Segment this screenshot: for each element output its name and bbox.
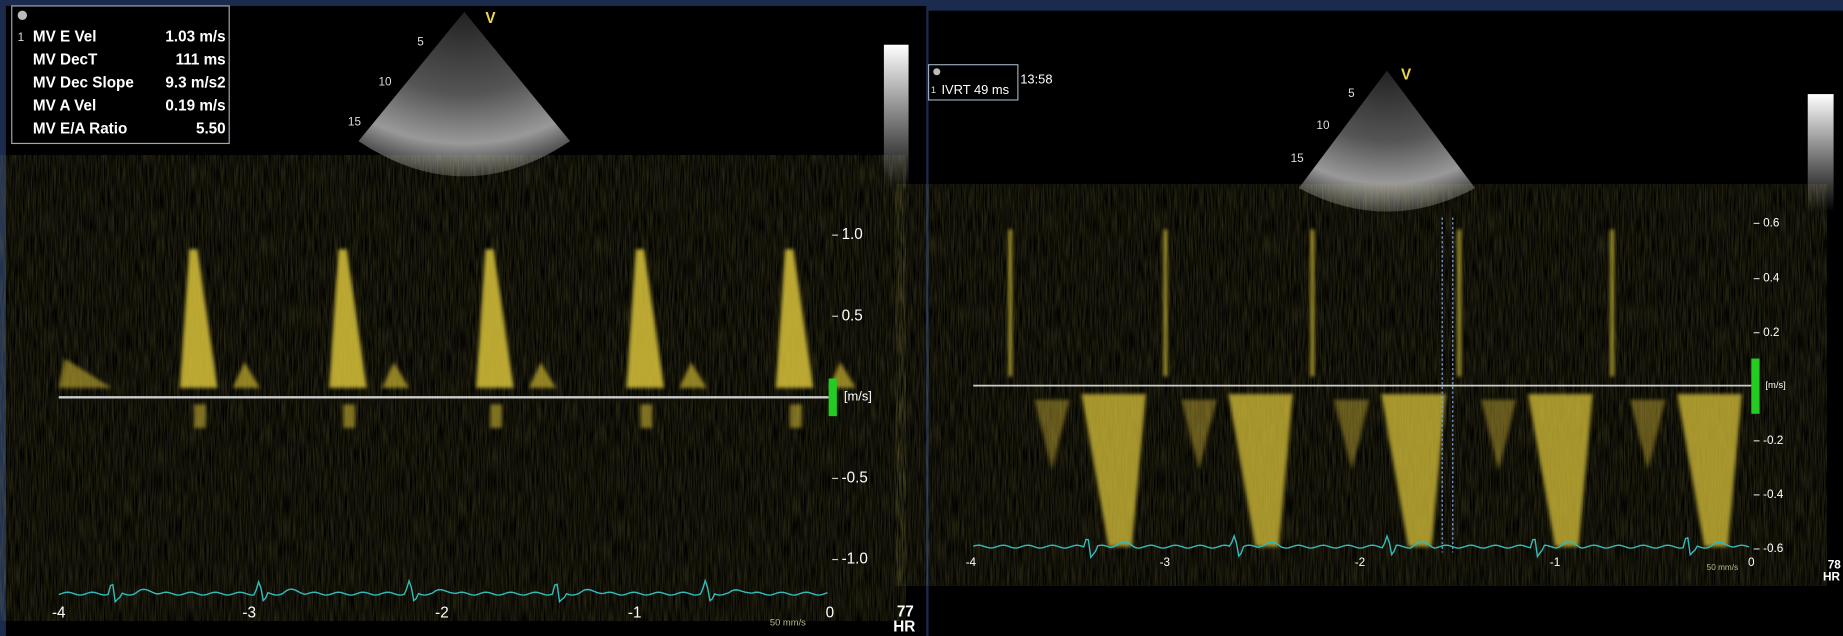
sector-marker: V xyxy=(1401,66,1412,83)
page: {"left":{"measurement_index":"1","measur… xyxy=(0,0,1843,636)
x-tick-label: -4 xyxy=(966,556,977,569)
hr-label: HR xyxy=(893,619,915,636)
measurement-value: 9.3 m/s2 xyxy=(165,75,225,92)
y-tick-label: -0.5 xyxy=(842,469,868,486)
spike xyxy=(1164,229,1168,376)
measurement-value: 5.50 xyxy=(196,120,226,137)
valve-click xyxy=(343,404,355,428)
x-tick-label: -1 xyxy=(1550,556,1560,569)
x-tick-label: -3 xyxy=(1160,556,1171,569)
measurement-label: MV Dec Slope xyxy=(33,75,134,92)
measurement-value: 111 ms xyxy=(176,52,226,69)
depth-label: 5 xyxy=(417,35,424,48)
depth-label: 15 xyxy=(348,115,362,128)
measurement-index: 1 xyxy=(931,84,936,95)
y-tick-label: 0.6 xyxy=(1763,216,1780,229)
spike xyxy=(1457,229,1461,376)
measurement-value: 0.19 m/s xyxy=(165,97,225,114)
x-tick-label: 0 xyxy=(1748,556,1755,569)
measurement-index: 1 xyxy=(18,31,25,44)
clock: 13:58 xyxy=(1020,71,1052,86)
icon xyxy=(933,68,940,75)
spike xyxy=(1610,229,1614,376)
icon xyxy=(18,11,27,20)
sweep-speed: 50 mm/s xyxy=(1707,563,1739,572)
valve-click xyxy=(790,404,802,428)
measurement-label: MV A Vel xyxy=(33,97,96,114)
x-tick-label: -3 xyxy=(242,605,256,622)
screen: 1 MV E Vel 1.03 m/s MV DecT 111 ms MV Dec Sl… xyxy=(0,0,1843,636)
measurement-label: MV E Vel xyxy=(33,29,97,46)
baseline-marker xyxy=(829,379,837,417)
depth-label: 15 xyxy=(1291,152,1305,165)
y-tick-label: 0.2 xyxy=(1763,326,1779,339)
measurement-label: MV E/A Ratio xyxy=(33,120,127,137)
y-tick-label: -1.0 xyxy=(842,551,868,568)
x-tick-label: 0 xyxy=(826,605,835,622)
depth-label: 10 xyxy=(1316,119,1330,132)
y-tick-label: 1.0 xyxy=(842,226,863,243)
x-tick-label: -2 xyxy=(435,605,449,622)
sector-marker: V xyxy=(485,10,496,27)
y-tick-label: -0.6 xyxy=(1763,542,1784,555)
y-tick-label: -0.2 xyxy=(1763,434,1783,447)
sweep-speed: 50 mm/s xyxy=(770,616,806,627)
measurement-label: MV DecT xyxy=(33,52,98,69)
unit-label: [m/s] xyxy=(1765,379,1785,390)
gray-bar xyxy=(1808,94,1834,212)
y-tick-label: 0.4 xyxy=(1763,272,1780,285)
depth-label: 10 xyxy=(378,75,392,88)
spectrum-noise xyxy=(59,194,829,582)
unit-label: [m/s] xyxy=(844,389,872,404)
x-tick-label: -1 xyxy=(628,605,642,622)
spike xyxy=(1311,229,1315,376)
gray-bar xyxy=(884,45,909,191)
hr-label: HR xyxy=(1823,570,1840,583)
valve-click xyxy=(194,404,206,428)
y-tick-label: 0.5 xyxy=(842,307,863,324)
measurement-value: 1.03 m/s xyxy=(165,29,225,46)
x-tick-label: -2 xyxy=(1355,556,1365,569)
depth-label: 5 xyxy=(1348,87,1355,100)
spike xyxy=(1008,229,1012,376)
baseline-marker xyxy=(1751,359,1759,414)
valve-click xyxy=(641,404,653,428)
valve-click xyxy=(490,404,502,428)
y-tick-label: -0.4 xyxy=(1763,488,1784,501)
measurement: IVRT 49 ms xyxy=(941,82,1009,97)
x-tick-label: -4 xyxy=(52,605,66,622)
